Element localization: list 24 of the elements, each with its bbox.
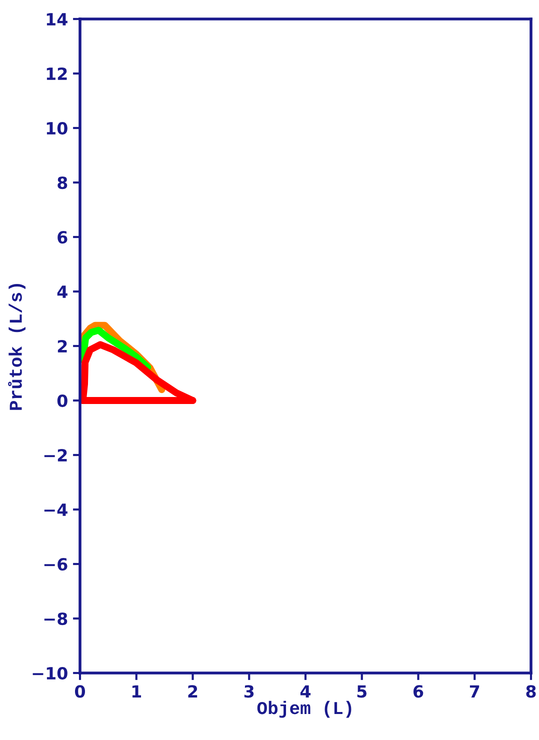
x-tick-label: 5 [357,685,367,698]
y-tick-label: −4 [44,504,68,516]
x-tick-label: 3 [244,685,254,698]
y-tick-label: 12 [46,67,67,80]
x-tick-label: 7 [470,685,480,698]
y-tick-label: 14 [46,13,68,26]
y-tick-label: −6 [44,558,68,571]
y-tick-label: 10 [46,122,68,135]
x-tick-label: 6 [413,685,424,698]
y-tick-label: 6 [58,230,68,244]
y-tick-label: 0 [57,394,68,408]
x-tick-label: 4 [300,685,311,698]
x-tick-label: 8 [526,685,536,698]
x-tick-label: 1 [132,685,142,698]
x-tick-label: 2 [188,685,198,698]
y-tick-label: −10 [32,666,68,680]
x-axis-title: Objem (L) [257,700,352,718]
y-tick-label: −8 [44,612,68,626]
y-axis-title: Průtok (L/s) [8,284,26,410]
x-tick-label: 0 [75,685,85,698]
y-tick-label: 4 [57,286,68,298]
y-tick-label: 8 [58,176,68,190]
y-tick-label: 2 [58,340,67,352]
y-tick-label: −2 [44,448,67,462]
